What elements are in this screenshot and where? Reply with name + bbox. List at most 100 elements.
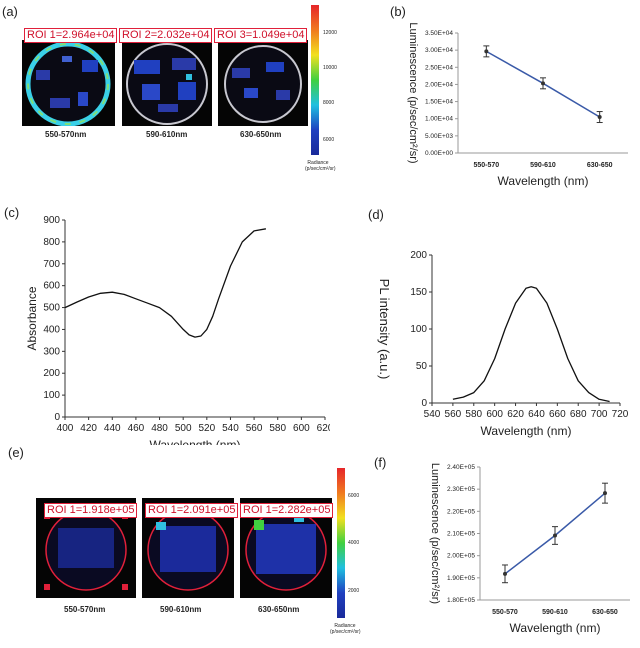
chart-f-y-tick-label: 1.90E+05	[447, 575, 475, 582]
chart-b-x-label: Wavelength (nm)	[498, 174, 589, 188]
chart-b-x-tick-label: 590-610	[530, 162, 556, 169]
chart-c-x-tick-label: 600	[293, 423, 310, 434]
chart-c-y-tick-label: 800	[43, 237, 60, 248]
panel-a: (a) ROI 1=2.964e+04 ROI 2=2.032e+04 ROI …	[0, 0, 337, 180]
chart-f: 1.80E+05 1.90E+05 2.00E+05 2.10E+05 2.20E+05…	[429, 463, 630, 635]
panel-c: (c) 400 420 440 460 480 500 520 540 560 580 600 62 0…	[0, 205, 334, 452]
chart-b-y-tick-label: 0.00E+00	[425, 150, 453, 157]
panel-e: (e) ROI 1=1.918e+05 ROI 1=2.091e+05 ROI …	[0, 445, 361, 643]
colorbar-e-tick-2: 4000	[348, 540, 360, 546]
chart-c-x-tick-label: 520	[198, 423, 215, 434]
chart-b-y-label: Luminescence (p/sec/cm²/sr)	[407, 22, 419, 163]
chart-c-y-tick-label: 0	[54, 412, 60, 423]
chart-b-y-tick-label: 5.00E+03	[425, 133, 453, 140]
chart-d-x-tick-label: 660	[549, 409, 566, 420]
chart-c-x-tick-label: 560	[246, 423, 263, 434]
panel-label-e: (e)	[8, 445, 24, 460]
roi-label-e-3: ROI 1=2.282e+05	[240, 503, 334, 518]
chart-d-x-tick-label: 620	[507, 409, 524, 420]
chart-c-y-tick-label: 900	[43, 215, 60, 226]
dish-label-e-2: 590-610nm	[160, 605, 202, 614]
chart-c-y-tick-label: 200	[43, 368, 60, 379]
chart-b-y-tick-label: 2.00E+04	[425, 81, 453, 88]
chart-d-series-line	[452, 286, 610, 403]
dish-label-e-1: 550-570nm	[64, 605, 106, 614]
dish-label-e-3: 630-650nm	[258, 605, 300, 614]
panel-d: (d) 540 560 580 600 620 640 660 680 700 720 0 50 100…	[340, 205, 640, 445]
roi-label-a-3: ROI 3=1.049e+04	[214, 28, 308, 43]
chart-d-x-tick-label: 700	[591, 409, 608, 420]
panel-f: (f) 1.80E+05 1.90E+05 2.00E+05 2.10E+05 2.20…	[360, 445, 640, 643]
chart-f-y-tick-label: 2.00E+05	[447, 553, 475, 560]
panel-label-c: (c)	[4, 205, 20, 220]
colorbar-a-title: Radiance (p/sec/cm²/sr)	[305, 160, 336, 172]
chart-b-x-tick-label: 550-570	[473, 162, 499, 169]
dish-2-svg	[126, 43, 208, 125]
chart-d-y-tick-label: 50	[416, 361, 428, 372]
roi-label-e-2: ROI 1=2.091e+05	[145, 503, 239, 518]
chart-b-y-tick-label: 1.50E+04	[425, 99, 453, 106]
dish-image-2	[122, 40, 212, 126]
chart-c-x-label: Wavelength (nm)	[150, 438, 241, 445]
dish-image-e-3	[240, 498, 332, 598]
dish-image-1	[22, 40, 115, 127]
chart-b-x-tick-label: 630-650	[587, 162, 613, 169]
colorbar-e-tick-1: 6000	[348, 493, 360, 499]
roi-label-e-1: ROI 1=1.918e+05	[44, 503, 138, 518]
chart-b-y-tick-label: 3.50E+04	[425, 30, 453, 37]
chart-c-x-tick-label: 440	[104, 423, 121, 434]
dish-e-1-svg	[44, 509, 128, 591]
chart-d-x-tick-label: 580	[465, 409, 482, 420]
chart-f-x-tick-label: 590-610	[542, 609, 568, 616]
colorbar-e-title: Radiance (p/sec/cm²/sr)	[330, 623, 361, 635]
chart-f-y-tick-label: 2.20E+05	[447, 508, 475, 515]
chart-c-y-tick-label: 600	[43, 281, 60, 292]
chart-f-point	[503, 571, 507, 576]
chart-c-x-tick-label: 420	[80, 423, 97, 434]
chart-f-x-tick-label: 550-570	[492, 609, 518, 616]
chart-d-x-tick-label: 560	[445, 409, 462, 420]
chart-b-y-tick-label: 3.00E+04	[425, 47, 453, 54]
chart-f-y-tick-label: 2.10E+05	[447, 531, 475, 538]
chart-d-x-tick-label: 540	[424, 409, 441, 420]
dish-e-3-svg	[245, 509, 327, 591]
colorbar-a-tick-4: 6000	[323, 137, 335, 143]
chart-b-y-tick-label: 1.00E+04	[425, 116, 453, 123]
chart-b: 0.00E+00 5.00E+03 1.00E+04 1.50E+04 2.00E+04…	[407, 22, 628, 188]
chart-c-x-tick-label: 460	[128, 423, 145, 434]
chart-d-x-tick-label: 600	[486, 409, 503, 420]
chart-d-y-label: PL intensity (a.u.)	[377, 279, 392, 380]
chart-d-x-tick-label: 720	[612, 409, 629, 420]
chart-f-x-label: Wavelength (nm)	[510, 621, 601, 635]
dish-image-3	[218, 40, 308, 126]
chart-d-x-label: Wavelength (nm)	[481, 424, 572, 438]
chart-c-x-tick-label: 480	[151, 423, 168, 434]
panel-label-a: (a)	[2, 4, 18, 19]
chart-b-point	[484, 49, 489, 54]
roi-label-a-2: ROI 2=2.032e+04	[119, 28, 213, 43]
panel-label-f: (f)	[374, 455, 387, 470]
chart-f-y-tick-label: 2.30E+05	[447, 486, 475, 493]
dish-3-svg	[224, 45, 302, 123]
panel-label-d: (d)	[368, 207, 384, 222]
colorbar-a-tick-3: 8000	[323, 100, 335, 106]
dish-1-svg	[25, 41, 111, 127]
chart-d: 540 560 580 600 620 640 660 680 700 720 0 50 100 150 2…	[377, 250, 629, 438]
dish-label-a-2: 590-610nm	[146, 130, 188, 139]
colorbar-e-tick-3: 2000	[348, 588, 360, 594]
chart-d-x-tick-label: 640	[528, 409, 545, 420]
dish-e-2-svg	[147, 509, 229, 591]
chart-c-x-tick-label: 400	[57, 423, 74, 434]
chart-c-y-tick-label: 100	[43, 390, 60, 401]
chart-f-y-tick-label: 2.40E+05	[447, 464, 475, 471]
chart-c-x-tick-label: 500	[175, 423, 192, 434]
chart-c-x-tick-label: 620	[317, 423, 330, 434]
chart-f-y-label: Luminescence (p/sec/cm²/sr)	[429, 463, 441, 604]
chart-c-y-tick-label: 500	[43, 303, 60, 314]
chart-d-y-tick-label: 150	[410, 287, 427, 298]
colorbar-a-tick-2: 10000	[323, 65, 337, 71]
dish-image-e-1	[36, 498, 136, 598]
dish-label-a-3: 630-650nm	[240, 130, 282, 139]
chart-d-y-tick-label: 100	[410, 324, 427, 335]
chart-d-x-tick-label: 680	[570, 409, 587, 420]
